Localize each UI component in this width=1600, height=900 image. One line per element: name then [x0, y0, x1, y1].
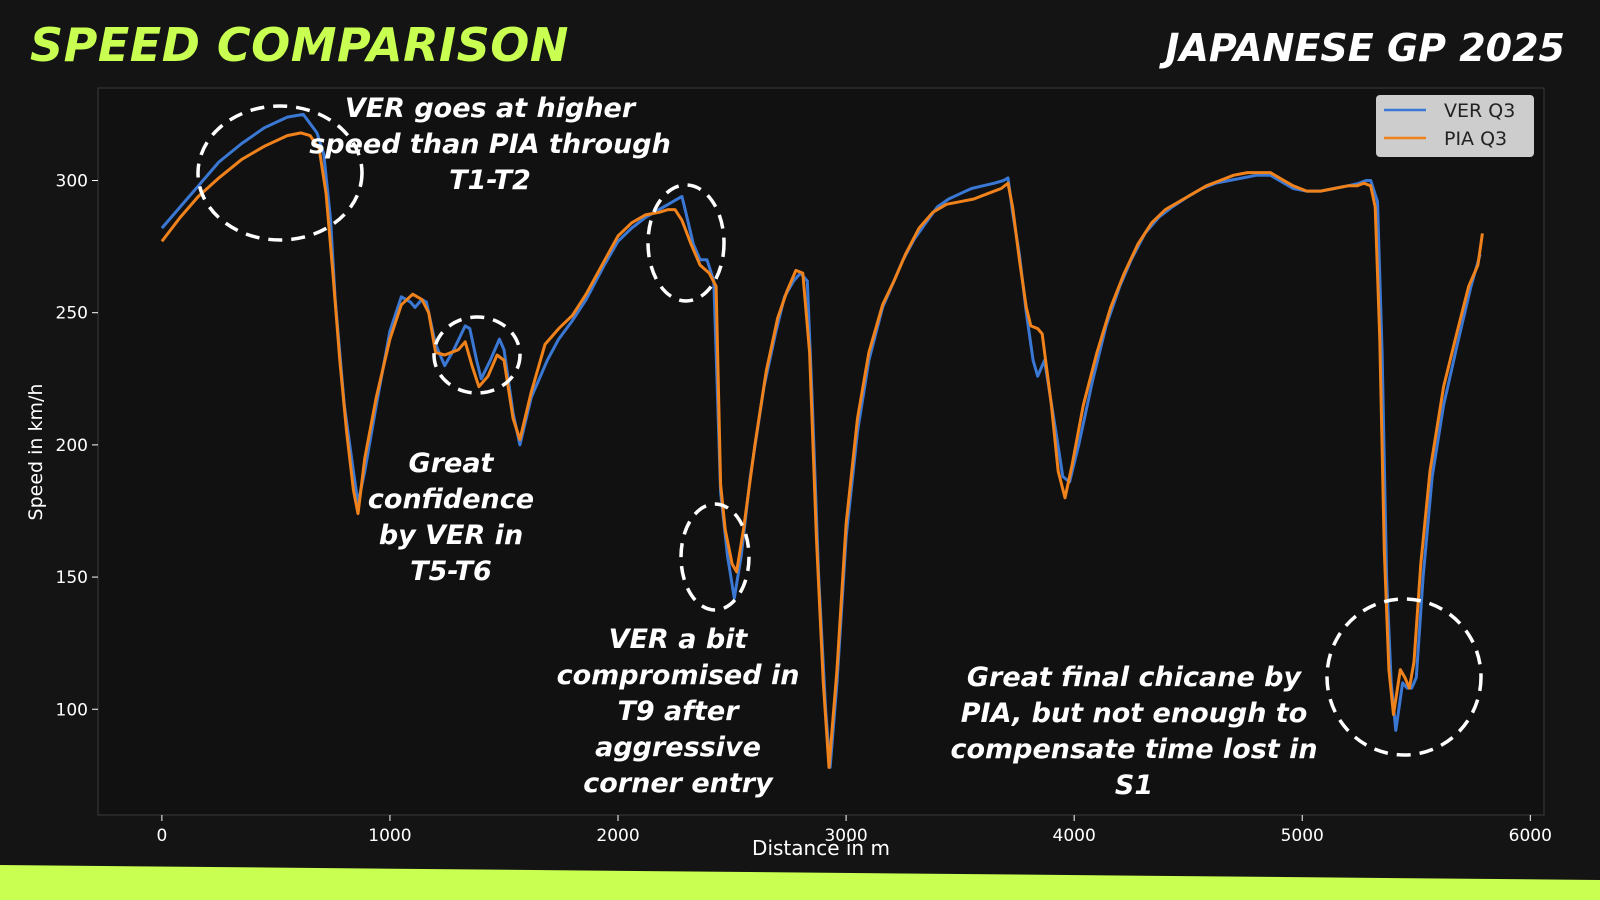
annotation-text: Great final chicane by PIA, but not enoug… [950, 662, 1317, 801]
y-axis-label: Speed in km/h [25, 384, 47, 521]
x-tick-label: 5000 [1281, 826, 1324, 846]
highlight-circle [679, 502, 751, 612]
page-title: SPEED COMPARISON [30, 18, 569, 72]
legend-label-pia: PIA Q3 [1444, 128, 1507, 150]
highlight-circle [196, 104, 364, 242]
x-tick-label: 4000 [1053, 826, 1096, 846]
page-subtitle: JAPANESE GP 2025 [1165, 26, 1565, 70]
annotation-text: VER goes at higher speed than PIA through… [309, 93, 671, 196]
x-tick-label: 1000 [368, 826, 411, 846]
x-tick-label: 6000 [1509, 826, 1552, 846]
x-tick-label: 3000 [824, 826, 867, 846]
highlight-circle [432, 315, 522, 395]
series-line-pia-q3 [160, 131, 1484, 769]
legend: VER Q3 PIA Q3 [1376, 95, 1534, 157]
y-tick-label: 300 [56, 172, 88, 192]
y-tick-label: 250 [56, 304, 88, 324]
legend-label-ver: VER Q3 [1444, 100, 1515, 122]
y-tick-label: 100 [56, 700, 88, 720]
x-tick-label: 0 [156, 826, 167, 846]
annotation-text: Great confidence by VER in T5-T6 [368, 448, 534, 587]
y-tick-label: 200 [56, 436, 88, 456]
highlight-circle [1325, 597, 1483, 757]
y-tick-label: 150 [56, 568, 88, 588]
annotation-text: VER a bit compromised in T9 after aggressiv… [557, 624, 800, 799]
x-tick-label: 2000 [596, 826, 639, 846]
highlight-circle [646, 183, 726, 303]
x-axis-label: Distance in m [752, 836, 890, 860]
plot-area [97, 87, 1545, 816]
